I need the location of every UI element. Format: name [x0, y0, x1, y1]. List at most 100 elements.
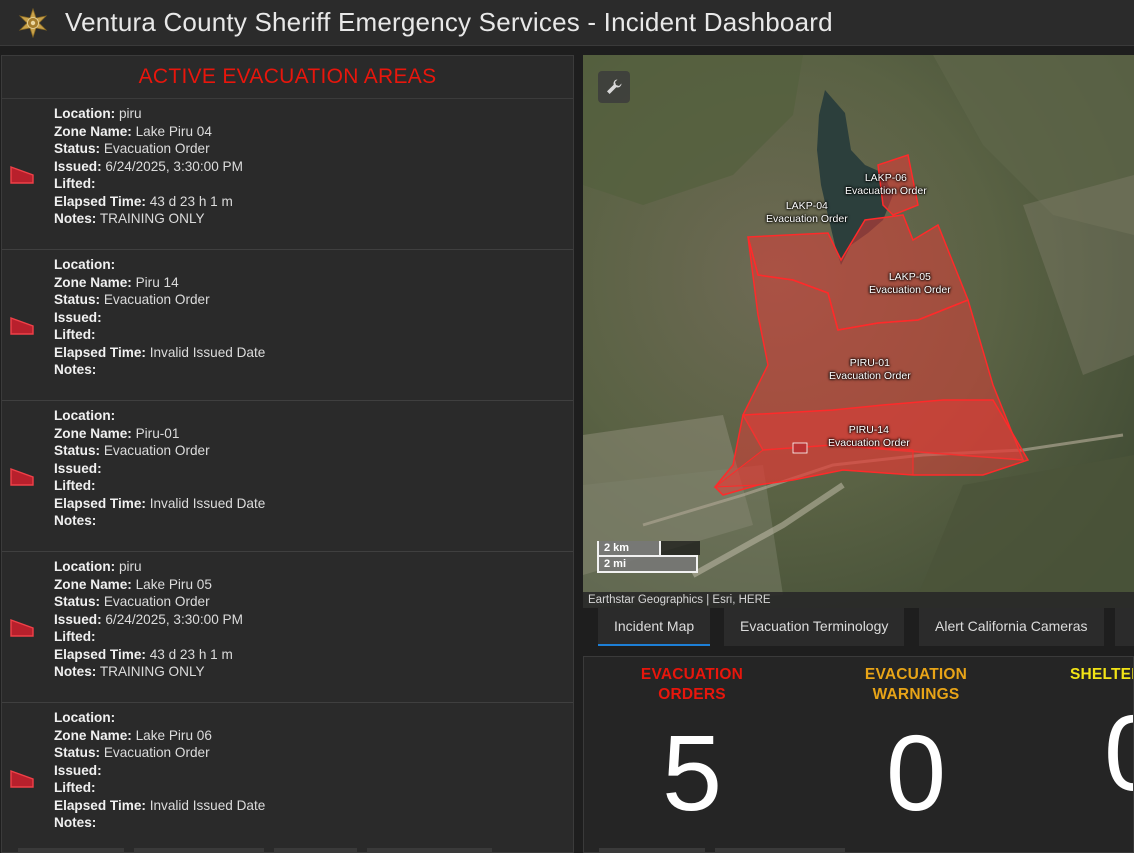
list-item[interactable]: Location: Zone Name: Lake Piru 06 Status:…: [2, 703, 573, 852]
field-label: Notes:: [54, 211, 97, 226]
evacuation-zone-icon: [9, 616, 35, 638]
evacuation-list: Location: piru Zone Name: Lake Piru 04 Sta…: [2, 99, 573, 852]
field-lifted: Lifted:: [54, 477, 573, 495]
field-label: Issued:: [54, 460, 102, 476]
list-item[interactable]: Location: piru Zone Name: Lake Piru 04 Sta…: [2, 99, 573, 250]
field-label: Elapsed Time:: [54, 646, 146, 662]
field-value: piru: [118, 106, 142, 121]
field-location: Location: piru: [54, 558, 573, 576]
field-value: 6/24/2025, 3:30:00 PM: [105, 611, 243, 627]
field-elapsed: Elapsed Time: Invalid Issued Date: [54, 495, 573, 513]
field-issued: Issued:: [54, 309, 573, 327]
field-value: Invalid Issued Date: [149, 495, 266, 511]
field-notes: Notes: TRAINING ONLY: [54, 663, 573, 681]
field-label: Elapsed Time:: [54, 495, 146, 511]
map-zone-label: LAKP-06 Evacuation Order: [845, 172, 927, 197]
field-label: Zone Name:: [54, 123, 132, 139]
list-item[interactable]: Location: Zone Name: Piru 14 Status: Evac…: [2, 250, 573, 401]
field-notes: Notes:: [54, 361, 573, 379]
map-canvas[interactable]: [583, 55, 1134, 608]
list-item[interactable]: Location: Zone Name: Piru-01 Status: Evac…: [2, 401, 573, 552]
field-zone-name: Zone Name: Lake Piru 06: [54, 727, 573, 745]
field-label: Status:: [54, 141, 101, 156]
field-label: Elapsed Time:: [54, 193, 146, 209]
tab-evacuation-terminology[interactable]: Evacuation Terminology: [724, 608, 905, 646]
left-tab-strip[interactable]: [367, 848, 492, 853]
map-zone-label: PIRU-14 Evacuation Order: [828, 424, 910, 449]
stat-label: SHELTER: [1070, 666, 1133, 683]
field-label: Status:: [54, 594, 101, 609]
right-tab-strip[interactable]: [715, 848, 845, 853]
stat-evacuation-orders: EVACUATION ORDERS 5: [612, 665, 772, 827]
field-label: Lifted:: [54, 478, 96, 493]
field-status: Status: Evacuation Order: [54, 593, 573, 611]
tab-overflow[interactable]: [1115, 608, 1134, 646]
field-zone-name: Zone Name: Piru-01: [54, 425, 573, 443]
stat-label: EVACUATION: [864, 666, 968, 683]
field-value: Piru 14: [135, 274, 179, 290]
left-tab-strip[interactable]: [274, 848, 357, 853]
stat-label: ORDERS: [658, 686, 726, 703]
tab-alert-california-cameras[interactable]: Alert California Cameras: [919, 608, 1104, 646]
field-label: Location:: [54, 408, 116, 423]
stat-value: 5: [661, 712, 723, 833]
field-status: Status: Evacuation Order: [54, 291, 573, 309]
right-tab-strip[interactable]: [599, 848, 705, 853]
left-tab-strip[interactable]: [134, 848, 264, 853]
evacuation-zone-icon: [9, 465, 35, 487]
list-item[interactable]: Location: piru Zone Name: Lake Piru 05 Sta…: [2, 552, 573, 703]
field-label: Elapsed Time:: [54, 344, 146, 360]
field-label: Issued:: [54, 158, 102, 174]
evacuation-zone-polygons[interactable]: [713, 154, 1030, 496]
panel-title: ACTIVE EVACUATION AREAS: [2, 56, 573, 99]
field-issued: Issued: 6/24/2025, 3:30:00 PM: [54, 158, 573, 176]
map-attribution: Earthstar Geographics | Esri, HERE: [583, 592, 1134, 608]
field-zone-name: Zone Name: Piru 14: [54, 274, 573, 292]
map-zone-label: PIRU-01 Evacuation Order: [829, 357, 911, 382]
evacuation-zone-icon: [9, 314, 35, 336]
tab-incident-map[interactable]: Incident Map: [598, 608, 711, 646]
field-notes: Notes:: [54, 814, 573, 832]
field-label: Zone Name:: [54, 576, 132, 592]
scale-km-label: 2 km: [604, 542, 630, 554]
field-value: piru: [118, 559, 142, 574]
field-value: Evacuation Order: [103, 594, 210, 609]
field-lifted: Lifted:: [54, 779, 573, 797]
field-elapsed: Elapsed Time: Invalid Issued Date: [54, 797, 573, 815]
field-label: Issued:: [54, 762, 102, 778]
field-value: Piru-01: [135, 425, 180, 441]
field-label: Status:: [54, 745, 101, 760]
field-label: Status:: [54, 292, 101, 307]
evacuation-list-panel: ACTIVE EVACUATION AREAS Location: piru Zo…: [1, 55, 574, 853]
incident-map[interactable]: LAKP-06 Evacuation Order LAKP-04 Evacuatio…: [583, 55, 1134, 608]
incident-stats-panel: EVACUATION ORDERS 5 EVACUATION WARNINGS …: [583, 656, 1134, 853]
stat-label: EVACUATION: [640, 666, 744, 683]
field-lifted: Lifted:: [54, 326, 573, 344]
app-header: Ventura County Sheriff Emergency Service…: [0, 0, 1134, 46]
field-label: Zone Name:: [54, 425, 132, 441]
stat-value: 0: [885, 712, 947, 833]
field-issued: Issued:: [54, 762, 573, 780]
field-issued: Issued:: [54, 460, 573, 478]
page-title: Ventura County Sheriff Emergency Service…: [65, 7, 833, 37]
left-tab-strip[interactable]: [18, 848, 124, 853]
field-value: 6/24/2025, 3:30:00 PM: [105, 158, 243, 174]
field-notes: Notes:: [54, 512, 573, 530]
field-value: Invalid Issued Date: [149, 344, 266, 360]
field-label: Location:: [54, 257, 116, 272]
stat-shelter: SHELTER 0: [1070, 665, 1133, 807]
field-lifted: Lifted:: [54, 175, 573, 193]
field-label: Issued:: [54, 611, 102, 627]
wrench-icon[interactable]: [598, 71, 630, 103]
field-label: Elapsed Time:: [54, 797, 146, 813]
field-label: Notes:: [54, 362, 97, 377]
field-label: Notes:: [54, 664, 97, 679]
field-value: Lake Piru 04: [135, 123, 212, 139]
field-elapsed: Elapsed Time: Invalid Issued Date: [54, 344, 573, 362]
field-issued: Issued: 6/24/2025, 3:30:00 PM: [54, 611, 573, 629]
evacuation-zone-icon: [9, 767, 35, 789]
field-label: Notes:: [54, 815, 97, 830]
field-elapsed: Elapsed Time: 43 d 23 h 1 m: [54, 646, 573, 664]
evacuation-zone-icon: [9, 163, 35, 185]
stat-value: 0: [1104, 699, 1133, 807]
